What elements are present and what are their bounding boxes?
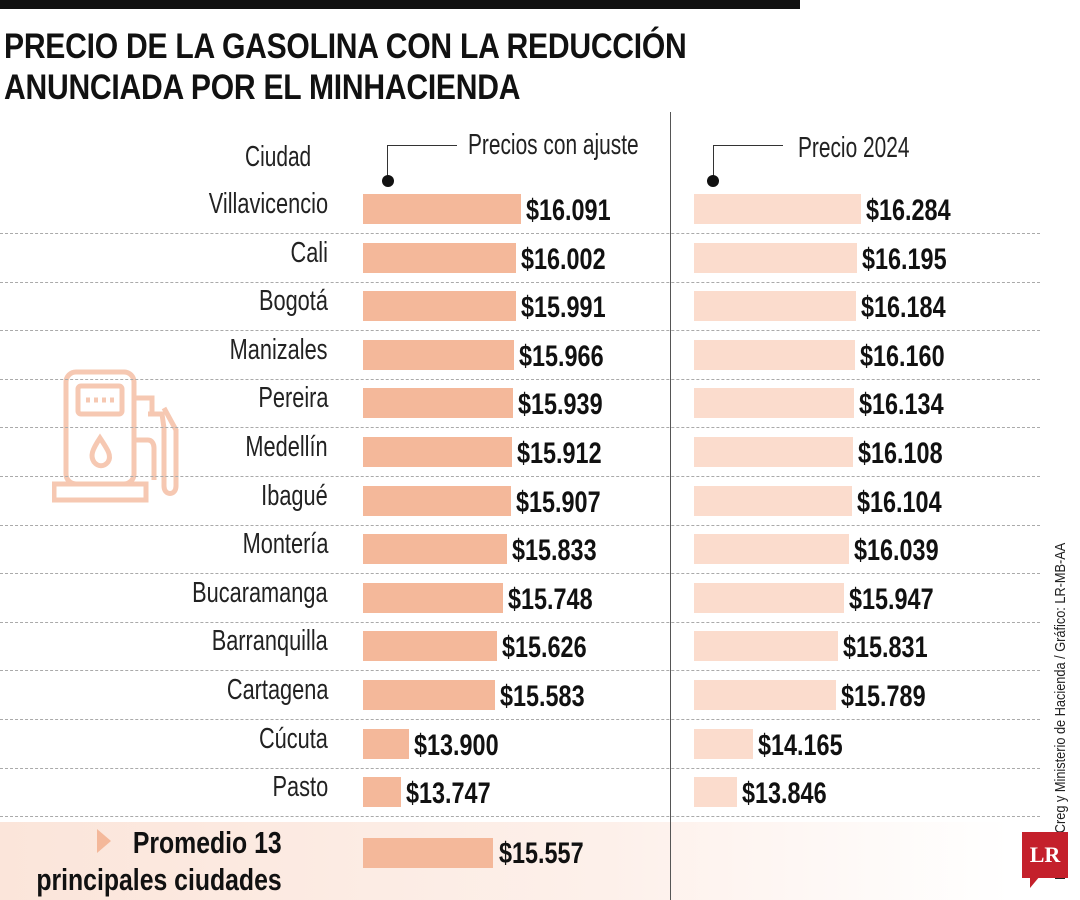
bar-adjusted <box>363 777 402 808</box>
row-separator <box>0 621 1040 623</box>
bar-adjusted <box>363 291 516 322</box>
value-label: $16.195 <box>861 242 947 276</box>
bar-2024 <box>694 242 857 273</box>
value-label: $15.833 <box>512 534 598 568</box>
legend-2024: Precio 2024 <box>798 132 910 164</box>
value-label: $15.966 <box>519 339 604 373</box>
arrow-icon <box>97 829 111 853</box>
bar-2024 <box>694 485 853 516</box>
bar-adjusted <box>363 680 495 710</box>
value-label: $15.947 <box>849 582 934 616</box>
lr-logo: LR <box>1022 832 1068 878</box>
value-label: $16.002 <box>521 242 606 276</box>
value-label: $16.039 <box>853 534 939 568</box>
row-separator <box>0 233 1040 234</box>
value-label: $16.160 <box>860 339 945 373</box>
row-separator <box>0 330 1040 332</box>
column-divider <box>670 112 671 900</box>
legend-adjusted: Precios con ajuste <box>468 129 639 161</box>
legend-dot-adjusted <box>382 175 394 187</box>
bar-adjusted <box>363 194 521 224</box>
value-label: $16.108 <box>857 437 943 470</box>
bar-adjusted <box>363 388 513 419</box>
bar-adjusted <box>363 242 517 273</box>
city-label: Cali <box>290 236 328 269</box>
bar-2024 <box>694 339 856 370</box>
value-label: $13.900 <box>413 728 499 762</box>
average-value: $15.557 <box>499 837 584 870</box>
value-label: $16.134 <box>858 388 944 422</box>
source-note: Fuente: Creg y Ministerio de Hacienda / … <box>1052 542 1069 880</box>
bar-2024 <box>694 534 849 565</box>
city-label: Medellín <box>245 431 328 463</box>
bar-adjusted <box>363 485 512 516</box>
chart-title: PRECIO DE LA GASOLINA CON LA REDUCCIÓN AN… <box>4 27 687 107</box>
row-separator <box>0 281 1040 283</box>
value-label: $15.789 <box>841 680 926 713</box>
city-label: Cúcuta <box>259 722 328 755</box>
value-label: $13.747 <box>406 777 491 811</box>
bar-adjusted <box>363 437 512 467</box>
bar-2024 <box>694 777 738 808</box>
legend-leader-adjusted <box>387 145 457 177</box>
city-label: Pasto <box>272 771 328 804</box>
bar-2024 <box>694 582 845 613</box>
row-separator <box>0 476 1040 477</box>
row-separator <box>0 670 1040 672</box>
city-header: Ciudad <box>245 141 312 173</box>
value-label: $15.912 <box>516 437 602 470</box>
city-label: Bucaramanga <box>192 576 328 609</box>
logo-tail <box>1030 876 1040 888</box>
city-label: Manizales <box>230 333 328 366</box>
value-label: $15.626 <box>501 631 587 665</box>
value-label: $15.583 <box>499 680 585 713</box>
average-label: Promedio 13 principales ciudades <box>36 825 282 897</box>
value-label: $15.991 <box>520 291 606 325</box>
bar-2024 <box>694 388 854 419</box>
row-separator <box>0 427 1040 429</box>
bar-2024 <box>694 631 839 662</box>
value-label: $16.091 <box>525 194 611 227</box>
legend-leader-2024 <box>713 145 783 177</box>
value-label: $16.284 <box>866 194 952 227</box>
value-label: $16.184 <box>861 291 946 325</box>
bar-adjusted <box>363 534 508 565</box>
bar-2024 <box>694 437 853 467</box>
city-label: Ibagué <box>261 479 328 512</box>
value-label: $15.831 <box>843 631 928 665</box>
bar-adjusted <box>363 728 409 759</box>
row-separator <box>0 524 1040 526</box>
value-label: $15.748 <box>508 582 593 616</box>
city-label: Montería <box>242 528 328 561</box>
column-divider-bottom <box>670 822 671 900</box>
average-row <box>0 822 1010 900</box>
row-separator <box>0 719 1040 720</box>
value-label: $15.907 <box>516 485 601 519</box>
city-label: Cartagena <box>226 674 328 706</box>
bar-2024 <box>694 291 857 322</box>
row-separator <box>0 573 1040 575</box>
average-bar <box>363 838 494 868</box>
value-label: $14.165 <box>758 728 843 762</box>
city-label: Bogotá <box>259 285 328 318</box>
legend-dot-2024 <box>707 175 719 187</box>
bar-2024 <box>694 728 754 759</box>
bar-2024 <box>694 194 862 224</box>
top-rule <box>0 0 800 9</box>
value-label: $13.846 <box>742 777 827 811</box>
bar-2024 <box>694 680 837 710</box>
bar-adjusted <box>363 631 497 662</box>
value-label: $16.104 <box>857 485 942 519</box>
fuel-pump-icon <box>52 369 179 503</box>
city-label: Pereira <box>257 382 328 415</box>
value-label: $15.939 <box>517 388 603 422</box>
bar-adjusted <box>363 339 515 370</box>
row-separator <box>0 767 1040 769</box>
row-separator <box>0 816 1040 818</box>
city-label: Villavicencio <box>208 188 328 220</box>
row-separator <box>0 378 1040 380</box>
bar-adjusted <box>363 582 504 613</box>
city-label: Barranquilla <box>211 625 328 658</box>
